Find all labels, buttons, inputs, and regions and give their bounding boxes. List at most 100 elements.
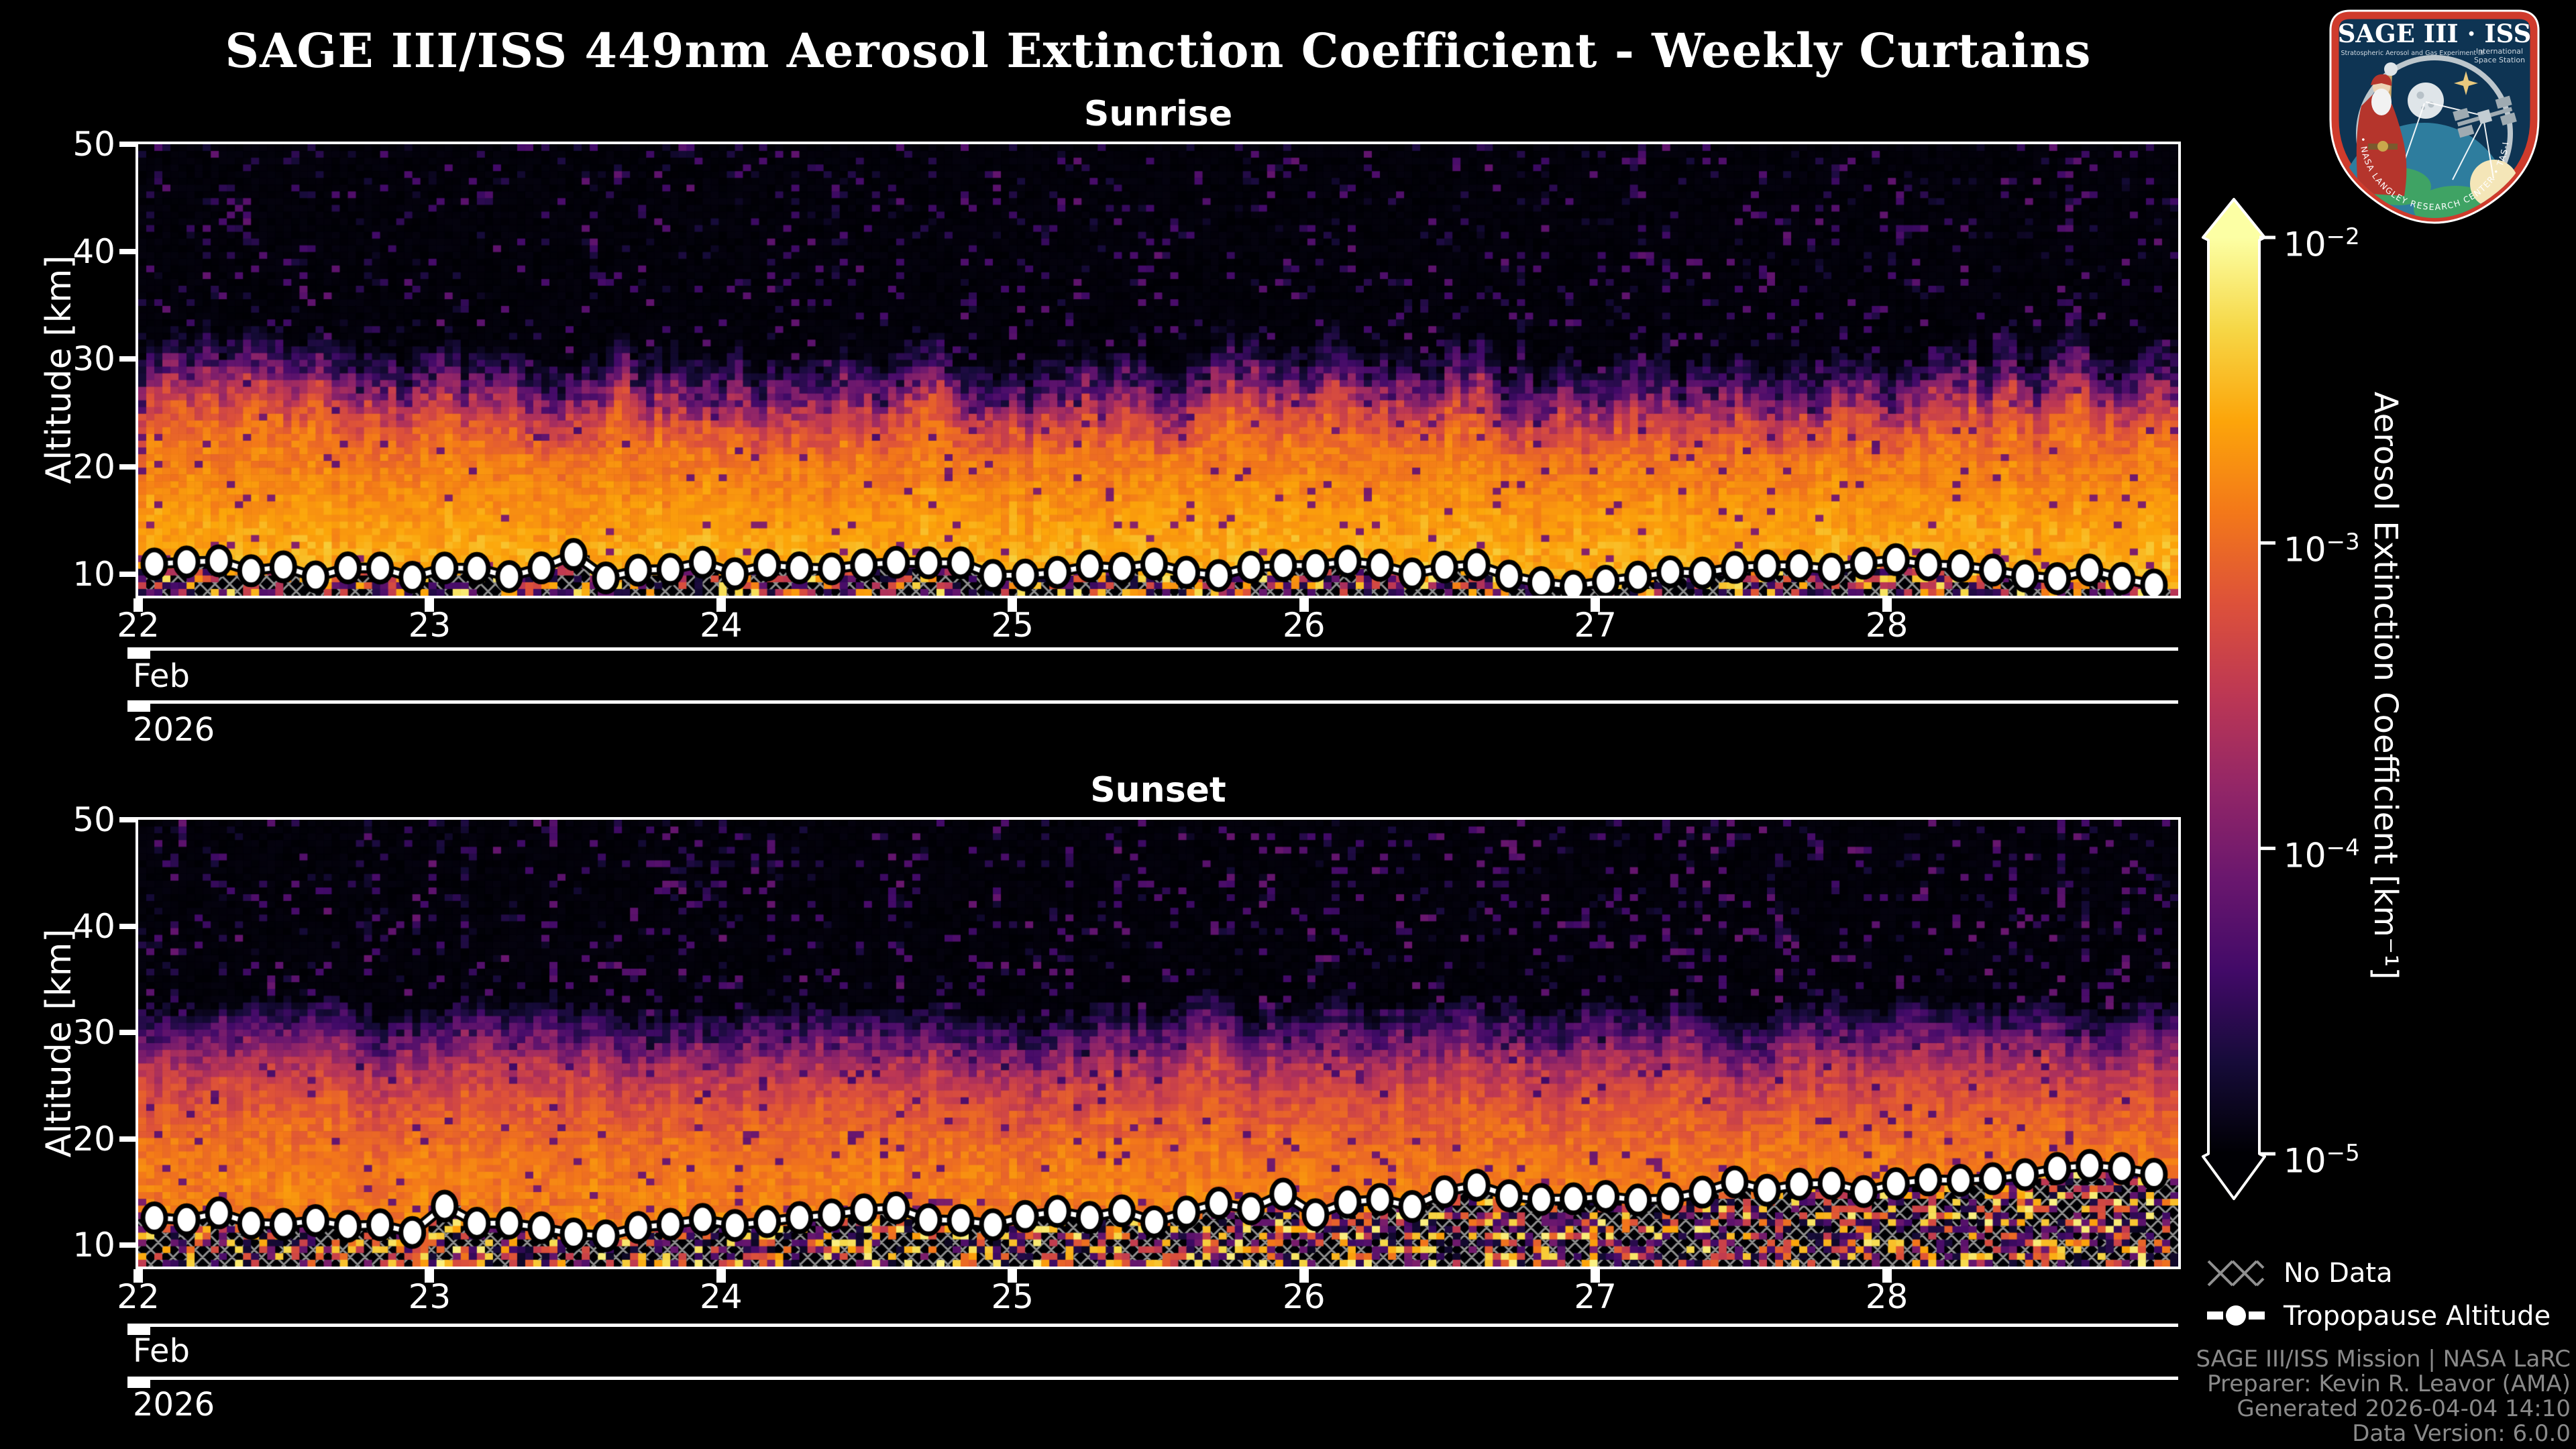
x-tick-mark [133,598,143,612]
colorbar-tick-exponent: −2 [2326,223,2360,250]
footer-version-line: Data Version: 6.0.0 [2352,1420,2571,1447]
patch-subtitle-right-1: International [2476,47,2523,56]
x-tick-mark [425,598,435,612]
colorbar-title: Aerosol Extinction Coefficient [km⁻¹] [2367,391,2404,980]
patch-title: SAGE III · ISS [2338,19,2532,48]
year-axis-line [127,1377,2178,1380]
month-axis-line [127,1324,2178,1327]
x-tick-label: 27 [1574,1277,1617,1316]
y-tick-mark [119,817,136,822]
patch-star-icon [2454,71,2478,95]
sunset-curtain-panel [136,817,2181,1269]
patch-sage-figure [2356,62,2407,196]
colorbar-tick-label: 10−3 [2284,521,2360,571]
colorbar-tick-label: 10−4 [2284,827,2360,877]
patch-subtitle-right-2: Space Station [2474,56,2525,64]
y-tick-label: 20 [72,447,115,486]
x-tick-mark [1008,598,1018,612]
x-tick-label: 25 [991,1277,1034,1316]
x-tick-label: 23 [408,606,451,645]
sunrise-curtain-panel [136,142,2181,598]
y-tick-mark [119,571,136,577]
x-tick-label: 27 [1574,606,1617,645]
colorbar-tick-exponent: −4 [2326,834,2360,861]
x-tick-mark [1008,1269,1018,1283]
x-tick-label: 24 [700,1277,743,1316]
sunset-heatmap-canvas [138,820,2178,1267]
colorbar-tickmarks [2259,235,2275,1156]
colorbar-tick-base: 10 [2284,1141,2326,1181]
x-tick-mark [1299,1269,1309,1283]
month-label: Feb [133,657,190,695]
sunrise-heatmap-canvas [138,144,2178,596]
y-tick-mark [119,1136,136,1142]
colorbar [2202,198,2275,1200]
colorbar-tick-base: 10 [2284,530,2326,570]
x-tick-label: 26 [1282,606,1326,645]
x-tick-mark [425,1269,435,1283]
y-tick-mark [119,1242,136,1248]
patch-moon-crater [2416,91,2424,99]
colorbar-tick-label: 10−2 [2284,216,2360,266]
year-axis-line [127,700,2178,704]
y-tick-mark [119,1030,136,1036]
x-tick-label: 23 [408,1277,451,1316]
x-tick-label: 24 [700,606,743,645]
tropopause-legend-icon [2207,1305,2265,1326]
y-tick-label: 10 [72,1226,115,1265]
y-tick-mark [119,923,136,929]
x-tick-label: 22 [117,1277,160,1316]
month-axis-tick [127,651,150,659]
y-tick-mark [119,142,136,147]
x-tick-label: 26 [1282,1277,1326,1316]
footer-preparer-line: Preparer: Kevin R. Leavor (AMA) [2207,1371,2571,1397]
x-tick-mark [716,1269,726,1283]
x-tick-mark [1882,1269,1892,1283]
y-tick-label: 50 [72,125,115,164]
colorbar-tick-label: 10−5 [2284,1132,2360,1182]
y-tick-label: 30 [72,1013,115,1053]
footer-generated-line: Generated 2026-04-04 14:10 [2237,1395,2571,1422]
y-tick-mark [119,356,136,362]
year-axis-tick [127,704,150,712]
y-tick-label: 50 [72,800,115,839]
month-axis-tick [127,1327,150,1335]
y-tick-label: 40 [72,906,115,946]
y-tick-mark [119,464,136,470]
footer-credits: SAGE III/ISS Mission | NASA LaRC Prepare… [2196,1347,2571,1446]
tropopause-legend-label: Tropopause Altitude [2284,1301,2551,1332]
x-tick-label: 25 [991,606,1034,645]
y-tick-mark [119,249,136,255]
x-tick-label: 22 [117,606,160,645]
y-tick-label: 10 [72,554,115,594]
patch-subtitle-left: Stratospheric Aerosol and Gas Experiment… [2341,50,2483,57]
x-tick-label: 28 [1865,606,1909,645]
footer-mission-line: SAGE III/ISS Mission | NASA LaRC [2196,1346,2571,1373]
colorbar-gradient-bar [2202,198,2266,1200]
no-data-legend-label: No Data [2284,1258,2393,1289]
sunrise-panel-title: Sunrise [1083,94,1233,134]
month-label: Feb [133,1332,190,1370]
x-tick-mark [1882,598,1892,612]
y-tick-label: 20 [72,1119,115,1159]
colorbar-tick-exponent: −3 [2326,529,2360,556]
y-tick-label: 30 [72,339,115,379]
page-title: SAGE III/ISS 449nm Aerosol Extinction Co… [225,23,2092,78]
colorbar-tick-base: 10 [2284,836,2326,875]
x-tick-mark [1591,598,1601,612]
no-data-hatch-icon [2207,1260,2265,1287]
colorbar-tick-exponent: −5 [2326,1140,2360,1167]
year-label: 2026 [133,711,215,749]
patch-iss-icon [2453,95,2517,138]
colorbar-tick-base: 10 [2284,225,2326,264]
month-axis-line [127,647,2178,651]
patch-moon-icon [2408,83,2444,119]
x-tick-mark [133,1269,143,1283]
x-tick-mark [1591,1269,1601,1283]
year-label: 2026 [133,1386,215,1424]
sunset-panel-title: Sunset [1090,770,1226,810]
x-tick-label: 28 [1865,1277,1909,1316]
year-axis-tick [127,1380,150,1388]
mission-patch-logo: SAGE III · ISS Stratospheric Aerosol and… [2324,4,2540,224]
y-tick-label: 40 [72,232,115,272]
